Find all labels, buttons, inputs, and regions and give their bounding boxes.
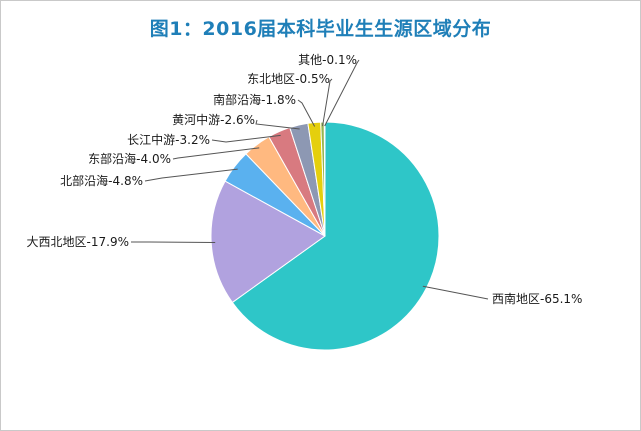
leader-line-8	[322, 78, 333, 127]
slice-label-4: 东部沿海-4.0%	[88, 151, 171, 166]
slice-label-2: 大西北地区-17.9%	[27, 235, 129, 249]
slice-label-6: 黄河中游-2.6%	[172, 112, 255, 127]
slice-label-8: 东北地区-0.5%	[247, 72, 330, 86]
pie-slice-1	[231, 121, 440, 351]
slice-label-3: 北部沿海-4.8%	[60, 173, 143, 188]
slice-label-9: 其他-0.1%	[298, 53, 357, 67]
leader-line-9	[324, 59, 360, 127]
leader-line-2	[131, 241, 216, 244]
pie-slice-9	[323, 121, 326, 237]
slice-label-1: 西南地区-65.1%	[492, 291, 582, 306]
leader-line-3	[144, 168, 238, 182]
chart-title: 图1：2016届本科毕业生生源区域分布	[149, 18, 492, 40]
slice-label-5: 长江中游-3.2%	[127, 132, 210, 147]
slice-labels: 西南地区-65.1% 大西北地区-17.9% 北部沿海-4.8% 东部沿海-4.0% 长…	[27, 53, 583, 306]
leader-line-5	[211, 134, 281, 143]
leader-line-1	[422, 285, 489, 300]
slice-label-7: 南部沿海-1.8%	[213, 92, 296, 107]
leader-line-4	[172, 147, 260, 160]
pie-slices	[210, 121, 440, 351]
leader-line-7	[297, 99, 316, 127]
leader-line-6	[255, 119, 300, 130]
leader-lines	[131, 59, 489, 300]
